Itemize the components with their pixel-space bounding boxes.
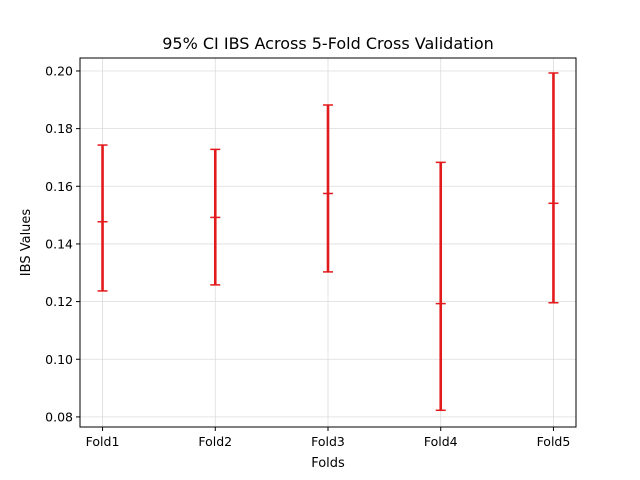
x-tick-label: Fold5: [537, 434, 571, 449]
y-tick-label: 0.20: [45, 63, 73, 78]
x-tick-label: Fold2: [198, 434, 232, 449]
y-axis-label: IBS Values: [19, 209, 34, 277]
x-tick-label: Fold1: [86, 434, 120, 449]
y-axis-ticks: 0.08 0.10 0.12 0.14 0.16 0.18 0.20: [45, 63, 80, 424]
y-tick-label: 0.14: [45, 236, 73, 251]
error-bar: [97, 144, 108, 292]
x-axis-ticks: Fold1 Fold2 Fold3 Fold4 Fold5: [86, 427, 571, 449]
chart-title: 95% CI IBS Across 5-Fold Cross Validatio…: [162, 34, 494, 53]
x-tick-label: Fold4: [424, 434, 458, 449]
error-bar: [435, 161, 446, 412]
y-tick-label: 0.18: [45, 121, 73, 136]
error-bar: [548, 72, 559, 304]
y-tick-label: 0.08: [45, 409, 73, 424]
error-bars: [97, 72, 559, 412]
y-tick-label: 0.16: [45, 179, 73, 194]
error-bar: [323, 104, 333, 273]
x-tick-label: Fold3: [311, 434, 345, 449]
y-tick-label: 0.10: [45, 352, 73, 367]
y-tick-label: 0.12: [45, 294, 73, 309]
x-axis-label: Folds: [311, 456, 345, 471]
error-bar: [210, 148, 221, 286]
